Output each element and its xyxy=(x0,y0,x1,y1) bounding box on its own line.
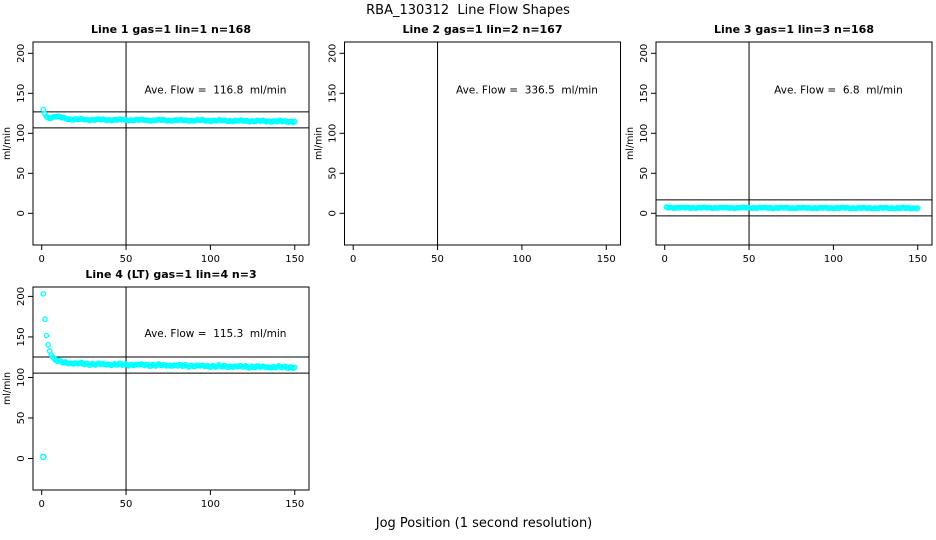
data-point xyxy=(40,106,47,113)
x-tick-label: 0 xyxy=(39,499,45,510)
panel-line1: Line 1 gas=1 lin=1 n=168 0 50 100 150 0 50 100 1… xyxy=(2,23,310,265)
ave-flow-annotation: Ave. Flow = 6.8 ml/min xyxy=(774,84,903,96)
y-tick-label: 200 xyxy=(16,44,27,63)
ave-flow-annotation: Ave. Flow = 336.5 ml/min xyxy=(456,84,598,96)
y-tick-label: 100 xyxy=(16,368,27,387)
x-tick-label: 100 xyxy=(201,254,220,265)
panel-title: Line 1 gas=1 lin=1 n=168 xyxy=(91,23,251,36)
data-points xyxy=(40,106,298,126)
data-point xyxy=(291,118,298,125)
y-tick-label: 0 xyxy=(16,455,27,461)
x-tick-label: 50 xyxy=(431,254,444,265)
data-point xyxy=(45,342,51,348)
y-tick-label: 200 xyxy=(328,44,339,63)
x-tick-label: 150 xyxy=(285,499,304,510)
panel-title: Line 2 gas=1 lin=2 n=167 xyxy=(402,23,562,36)
data-point xyxy=(291,364,298,371)
data-point xyxy=(40,290,47,297)
ave-flow-annotation: Ave. Flow = 115.3 ml/min xyxy=(145,328,287,340)
y-tick-label: 100 xyxy=(16,124,27,143)
y-axis-label: ml/min xyxy=(314,127,325,160)
y-tick-label: 150 xyxy=(328,84,339,103)
data-points xyxy=(663,204,921,212)
y-tick-label: 150 xyxy=(16,327,27,346)
x-axis-label: Jog Position (1 second resolution) xyxy=(375,516,593,531)
y-axis-label: ml/min xyxy=(2,372,13,405)
x-tick-label: 0 xyxy=(39,254,45,265)
x-tick-label: 0 xyxy=(662,254,668,265)
data-point xyxy=(42,316,48,322)
panel-line4: Line 4 (LT) gas=1 lin=4 n=3 0 50 100 150 0 50 1… xyxy=(2,268,310,510)
y-tick-label: 100 xyxy=(639,124,650,143)
x-tick-label: 100 xyxy=(512,254,531,265)
y-tick-label: 50 xyxy=(16,167,27,180)
ave-flow-annotation: Ave. Flow = 116.8 ml/min xyxy=(145,84,287,96)
data-point xyxy=(43,332,50,339)
y-tick-label: 150 xyxy=(639,84,650,103)
x-tick-label: 50 xyxy=(120,499,133,510)
x-tick-label: 150 xyxy=(597,254,616,265)
outlier-point xyxy=(40,453,47,461)
y-axis-label: ml/min xyxy=(2,127,13,160)
main-title: RBA_130312 Line Flow Shapes xyxy=(366,3,570,18)
panel-title: Line 4 (LT) gas=1 lin=4 n=3 xyxy=(85,268,256,281)
plot-box xyxy=(32,286,310,491)
y-axis-label: ml/min xyxy=(625,127,636,160)
plot-box xyxy=(655,41,933,246)
x-tick-label: 0 xyxy=(350,254,356,265)
panel-title: Line 3 gas=1 lin=3 n=168 xyxy=(714,23,874,36)
plot-box xyxy=(32,41,310,246)
y-tick-label: 100 xyxy=(328,124,339,143)
panel-line3: Line 3 gas=1 lin=3 n=168 0 50 100 150 0 50 100 1… xyxy=(625,23,933,265)
panel-line2: Line 2 gas=1 lin=2 n=167 0 50 100 150 0 50 100 1… xyxy=(314,23,621,265)
y-tick-label: 50 xyxy=(328,167,339,180)
y-tick-label: 200 xyxy=(16,287,27,306)
x-tick-label: 50 xyxy=(743,254,756,265)
x-tick-label: 100 xyxy=(824,254,843,265)
y-tick-label: 0 xyxy=(16,210,27,216)
y-tick-label: 150 xyxy=(16,84,27,103)
x-tick-label: 50 xyxy=(120,254,133,265)
y-tick-label: 50 xyxy=(16,412,27,425)
x-tick-label: 150 xyxy=(285,254,304,265)
data-point xyxy=(914,205,921,212)
x-tick-label: 150 xyxy=(908,254,927,265)
y-tick-label: 50 xyxy=(639,167,650,180)
y-tick-label: 200 xyxy=(639,44,650,63)
x-tick-label: 100 xyxy=(201,499,220,510)
y-tick-label: 0 xyxy=(639,210,650,216)
data-points xyxy=(40,290,298,372)
plot-box xyxy=(344,41,621,246)
y-tick-label: 0 xyxy=(328,210,339,216)
